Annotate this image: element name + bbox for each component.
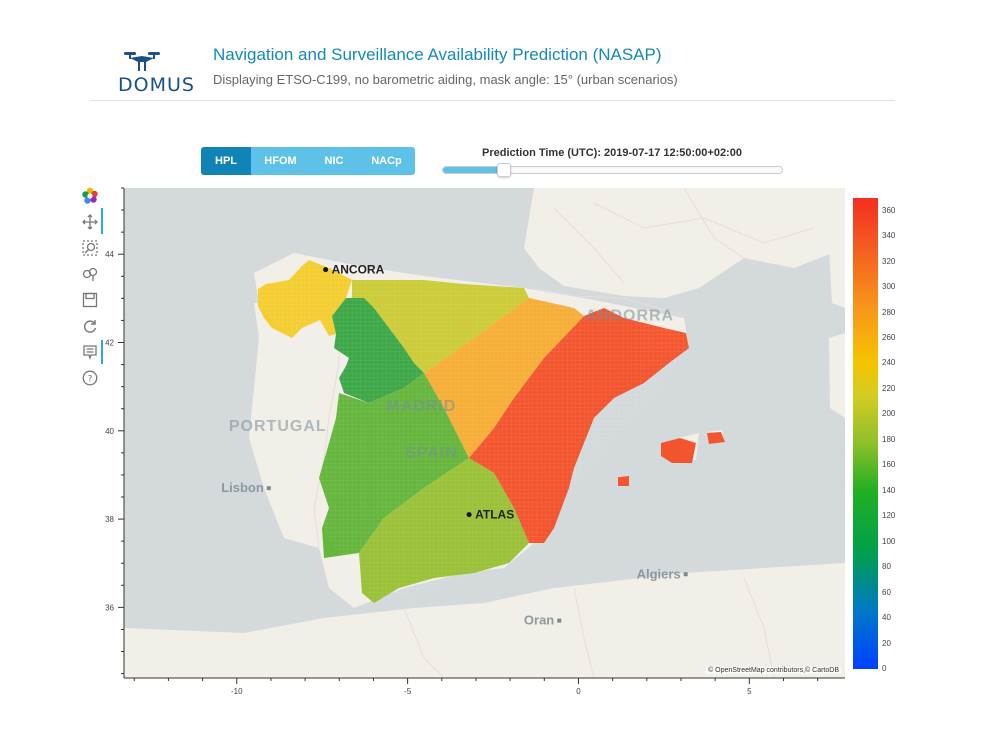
colorbar-tick-label: 160	[882, 460, 896, 470]
colorbar-tick-label: 300	[882, 282, 896, 292]
x-tick-label: 5	[747, 687, 752, 696]
colorbar-tick-label: 360	[882, 205, 896, 215]
map-label-text: ANCORA	[332, 263, 385, 277]
map-label-spain: SPAIN	[405, 444, 458, 461]
x-tick-label: 0	[576, 687, 581, 696]
active-tool-marker	[101, 208, 103, 234]
map-label-portugal: PORTUGAL	[229, 418, 327, 435]
map-attribution: © OpenStreetMap contributors,© CartoDB	[706, 667, 841, 674]
hpl-region-ibiza	[618, 476, 629, 486]
y-tick-label: 36	[105, 603, 114, 612]
map-label-oran: Oran	[524, 613, 562, 628]
prediction-time-label: Prediction Time (UTC): 2019-07-17 12:50:…	[482, 147, 742, 159]
x-tick-label: -5	[404, 687, 412, 696]
colorbar-tick-label: 200	[882, 409, 896, 419]
hover-icon[interactable]	[80, 342, 100, 362]
pan-icon[interactable]	[80, 212, 100, 232]
wheel-zoom-icon[interactable]	[80, 264, 100, 284]
logo-text: DOMUS	[118, 74, 195, 96]
map-label-text: ATLAS	[475, 508, 514, 522]
colorbar-tick-label: 320	[882, 256, 896, 266]
colorbar-tick-label: 60	[882, 587, 891, 597]
prediction-time-slider[interactable]	[442, 163, 783, 177]
colorbar-tick-label: 20	[882, 638, 891, 648]
map-labels: ANCORA ATLAS PORTUGAL MADRID SPAIN ANDORRA Lis…	[221, 263, 688, 628]
drone-icon	[124, 52, 160, 71]
save-icon[interactable]	[80, 290, 100, 310]
metric-tabs: HPL HFOM NIC NACp	[201, 147, 415, 175]
map-label-andorra: ANDORRA	[585, 307, 674, 324]
colorbar-tick-label: 240	[882, 358, 896, 368]
x-tick-label: -10	[231, 687, 243, 696]
bokeh-logo-icon[interactable]	[80, 186, 100, 206]
map-plot[interactable]: ANCORA ATLAS PORTUGAL MADRID SPAIN ANDORRA Lis…	[124, 188, 845, 678]
tab-hfom[interactable]: HFOM	[251, 147, 310, 175]
city-marker	[557, 618, 562, 623]
reset-icon[interactable]	[80, 316, 100, 336]
tab-nacp[interactable]: NACp	[358, 147, 415, 175]
map-label-text: Lisbon	[221, 480, 264, 495]
station-marker	[466, 512, 472, 518]
hpl-colorbar	[853, 198, 878, 669]
map-label-lisbon: Lisbon	[221, 480, 271, 495]
page-subtitle: Displaying ETSO-C199, no barometric aidi…	[213, 72, 678, 87]
colorbar-tick-label: 220	[882, 383, 896, 393]
city-marker	[683, 572, 688, 577]
colorbar-tick-label: 140	[882, 485, 896, 495]
map-label-text: MADRID	[386, 398, 456, 415]
colorbar-tick-label: 340	[882, 231, 896, 241]
header-divider	[90, 100, 895, 101]
x-axis-ticks: -10 -5 0 5	[133, 678, 819, 696]
slider-handle[interactable]	[497, 163, 512, 177]
page-title: Navigation and Surveillance Availability…	[213, 45, 662, 64]
colorbar-tick-label: 40	[882, 613, 891, 623]
map-label-text: Oran	[524, 613, 554, 628]
colorbar-tick-label: 260	[882, 333, 896, 343]
box-zoom-icon[interactable]	[80, 238, 100, 258]
slider-fill	[443, 167, 505, 173]
colorbar-tick-label: 180	[882, 434, 896, 444]
cell-grid-overlay	[258, 260, 689, 603]
y-axis-ticks: 36 38 40 42 44	[105, 187, 124, 675]
map-label-ancora: ANCORA	[323, 263, 385, 277]
hpl-region-balearic	[661, 438, 696, 463]
y-tick-label: 38	[105, 515, 114, 524]
domus-logo: DOMUS	[112, 48, 194, 98]
colorbar-tick-label: 100	[882, 536, 896, 546]
help-icon[interactable]: ?	[80, 368, 100, 388]
map-canvas: ANCORA ATLAS PORTUGAL MADRID SPAIN ANDORRA Lis…	[124, 188, 845, 678]
station-marker	[323, 267, 329, 273]
map-label-text: ANDORRA	[585, 307, 674, 324]
active-inspector-marker	[101, 340, 103, 364]
y-tick-label: 44	[105, 250, 114, 259]
map-label-text: SPAIN	[405, 444, 458, 461]
map-label-madrid: MADRID	[386, 398, 456, 415]
map-label-text: Algiers	[637, 566, 681, 581]
tab-hpl[interactable]: HPL	[201, 147, 251, 175]
city-marker	[266, 486, 271, 491]
hpl-region-minorca	[707, 432, 725, 444]
colorbar-tick-label: 80	[882, 562, 891, 572]
map-label-text: PORTUGAL	[229, 418, 327, 435]
colorbar-tick-label: 0	[882, 664, 887, 673]
colorbar-tick-label: 120	[882, 511, 896, 521]
colorbar-tick-label: 280	[882, 307, 896, 317]
y-tick-label: 42	[105, 339, 114, 348]
map-label-atlas: ATLAS	[466, 508, 514, 522]
svg-text:?: ?	[88, 375, 93, 385]
y-tick-label: 40	[105, 427, 114, 436]
tab-nic[interactable]: NIC	[310, 147, 358, 175]
map-label-algiers: Algiers	[637, 566, 688, 581]
